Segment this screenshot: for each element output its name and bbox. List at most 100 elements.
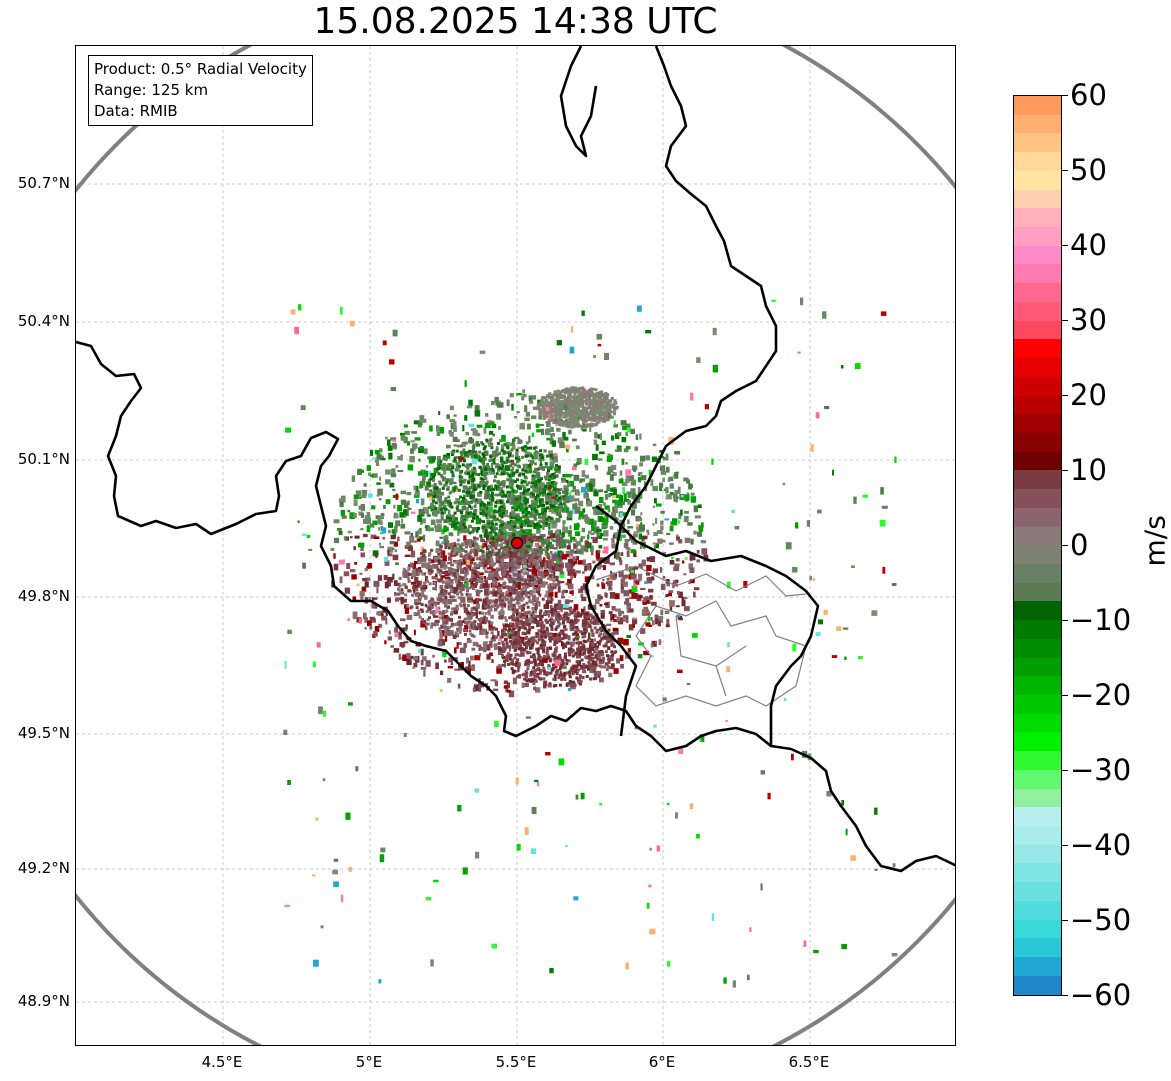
radar-echo <box>634 534 638 538</box>
radar-echo <box>569 495 575 502</box>
radar-echo <box>444 546 448 550</box>
radar-echo <box>559 606 563 610</box>
radar-echo <box>380 512 385 517</box>
radar-echo <box>540 398 544 402</box>
radar-echo <box>607 657 611 661</box>
radar-echo <box>610 464 617 470</box>
radar-echo <box>471 474 475 477</box>
radar-echo <box>604 650 608 654</box>
radar-echo <box>440 500 444 504</box>
radar-echo <box>677 615 683 620</box>
radar-echo <box>657 620 661 627</box>
radar-echo <box>513 508 519 512</box>
radar-echo <box>528 678 532 682</box>
radar-echo <box>525 441 529 445</box>
radar-echo <box>641 538 644 542</box>
radar-echo <box>471 527 475 530</box>
radar-echo <box>586 401 590 405</box>
radar-echo <box>606 418 610 422</box>
radar-echo <box>609 474 614 481</box>
radar-echo <box>614 433 620 440</box>
radar-echo <box>539 560 545 568</box>
radar-echo <box>617 499 622 506</box>
radar-echo <box>548 613 551 618</box>
radar-echo <box>509 639 512 643</box>
radar-echo <box>503 685 508 689</box>
radar-echo <box>659 465 665 471</box>
radar-echo <box>525 675 528 679</box>
radar-echo <box>559 495 564 501</box>
radar-echo <box>483 615 487 619</box>
radar-echo <box>553 475 557 479</box>
radar-echo <box>557 411 561 415</box>
radar-echo <box>537 548 544 555</box>
radar-echo <box>550 569 554 574</box>
radar-echo <box>527 481 531 485</box>
radar-echo <box>498 601 502 605</box>
radar-echo <box>698 525 704 532</box>
radar-echo <box>511 661 514 665</box>
radar-echo <box>627 648 631 653</box>
radar-echo <box>452 436 458 442</box>
radar-echo <box>440 515 444 521</box>
radar-echo <box>520 614 524 618</box>
radar-echo <box>612 403 616 407</box>
radar-echo <box>491 469 495 473</box>
radar-echo <box>653 443 657 447</box>
radar-echo <box>420 552 423 556</box>
radar-echo <box>499 635 503 639</box>
radar-echo <box>660 510 665 514</box>
radar-echo <box>505 485 509 489</box>
radar-echo <box>495 576 499 581</box>
radar-echo <box>554 655 558 659</box>
radar-echo <box>413 629 416 636</box>
radar-echo <box>554 665 558 669</box>
radar-echo <box>512 525 516 529</box>
radar-echo <box>539 465 543 469</box>
radar-echo <box>560 677 564 681</box>
radar-echo <box>558 667 562 671</box>
radar-echo <box>564 489 568 492</box>
radar-echo <box>363 483 367 487</box>
radar-echo <box>490 458 493 462</box>
radar-echo <box>330 547 335 551</box>
radar-echo <box>488 507 494 513</box>
radar-echo <box>448 572 452 576</box>
radar-echo <box>608 655 614 662</box>
radar-echo <box>428 493 432 497</box>
radar-echo <box>574 399 578 403</box>
radar-echo <box>338 498 343 503</box>
radar-echo <box>485 534 489 538</box>
radar-echo <box>462 619 465 623</box>
radar-echo <box>554 398 558 402</box>
radar-echo <box>545 415 549 419</box>
radar-echo <box>457 642 462 645</box>
radar-echo <box>390 473 397 478</box>
radar-echo <box>550 517 555 524</box>
radar-echo <box>484 509 490 513</box>
radar-echo <box>502 502 506 506</box>
radar-echo <box>548 684 552 688</box>
radar-echo <box>598 412 602 416</box>
radar-echo <box>418 508 424 516</box>
radar-echo <box>585 625 588 633</box>
radar-echo <box>515 470 519 474</box>
radar-echo <box>466 466 470 470</box>
radar-echo <box>521 534 528 538</box>
radar-echo <box>556 398 560 402</box>
radar-echo <box>598 418 602 422</box>
radar-echo <box>457 579 461 583</box>
radar-echo <box>456 573 460 577</box>
radar-echo <box>456 568 460 572</box>
radar-echo <box>559 488 563 492</box>
radar-echo <box>392 554 399 561</box>
radar-echo <box>557 599 561 606</box>
radar-echo <box>590 424 594 428</box>
radar-echo <box>589 643 592 647</box>
radar-echo <box>606 578 610 581</box>
radar-echo <box>571 386 575 390</box>
radar-echo <box>520 522 524 526</box>
radar-echo <box>633 466 637 472</box>
radar-echo <box>532 446 536 450</box>
radar-map[interactable] <box>75 45 956 1046</box>
